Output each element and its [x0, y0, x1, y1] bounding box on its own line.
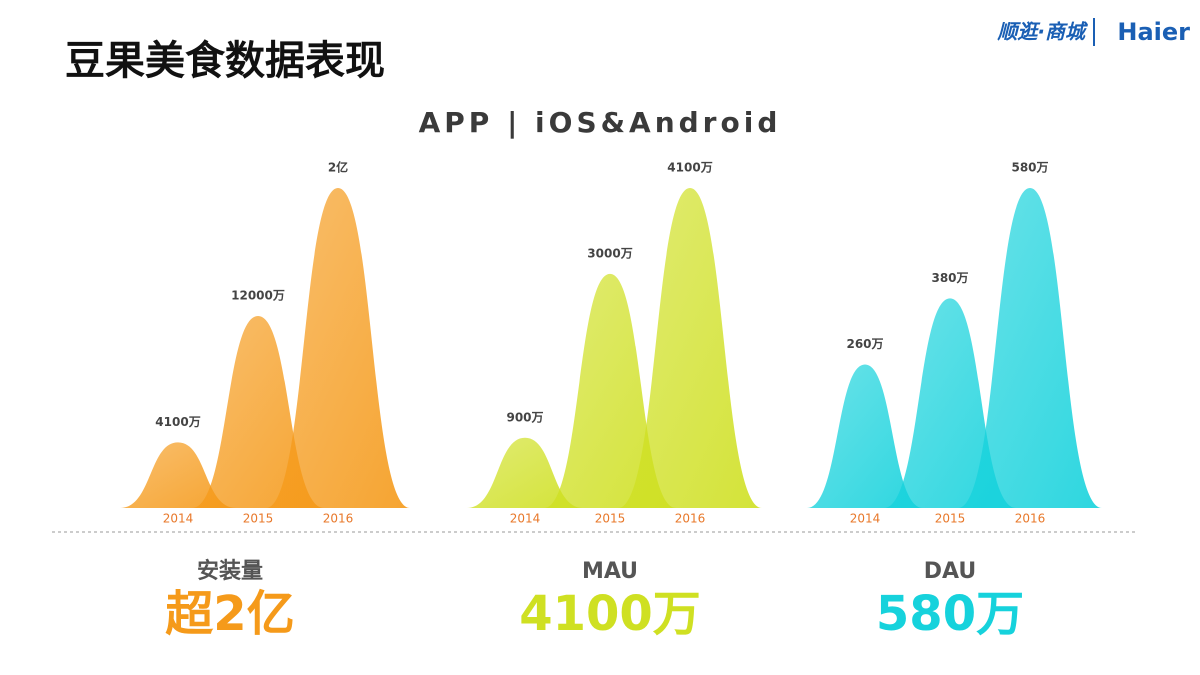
x-tick-label: 2015: [243, 512, 274, 526]
logo-brand: Haier: [1117, 18, 1190, 46]
subtitle: APP | iOS&Android: [419, 106, 782, 139]
highlight: 超2亿: [165, 586, 294, 642]
value-label: 4100万: [667, 161, 712, 175]
caption: DAU: [924, 559, 976, 584]
value-label: 580万: [1011, 161, 1048, 175]
x-tick-label: 2016: [675, 512, 706, 526]
value-label: 12000万: [231, 289, 285, 303]
x-tick-label: 2014: [163, 512, 194, 526]
slide-title: 豆果美食数据表现: [65, 38, 385, 84]
highlight: 4100万: [519, 586, 701, 642]
value-label: 900万: [506, 410, 543, 424]
highlight: 580万: [876, 586, 1024, 642]
x-tick-label: 2014: [850, 512, 881, 526]
x-tick-label: 2015: [935, 512, 966, 526]
peak: [467, 437, 583, 508]
x-tick-label: 2016: [1015, 512, 1046, 526]
peak: [618, 188, 762, 508]
logo-store: 顺逛·商城: [996, 20, 1088, 44]
caption: MAU: [582, 559, 638, 584]
value-label: 260万: [846, 337, 883, 351]
x-tick-label: 2015: [595, 512, 626, 526]
caption: 安装量: [197, 558, 263, 584]
x-tick-label: 2016: [323, 512, 354, 526]
peak: [958, 188, 1102, 508]
value-label: 380万: [931, 271, 968, 285]
peak: [807, 364, 923, 508]
peak: [266, 188, 410, 508]
peak: [120, 442, 236, 508]
x-tick-label: 2014: [510, 512, 541, 526]
value-label: 2亿: [328, 160, 348, 175]
value-label: 4100万: [155, 415, 200, 429]
value-label: 3000万: [587, 246, 632, 260]
